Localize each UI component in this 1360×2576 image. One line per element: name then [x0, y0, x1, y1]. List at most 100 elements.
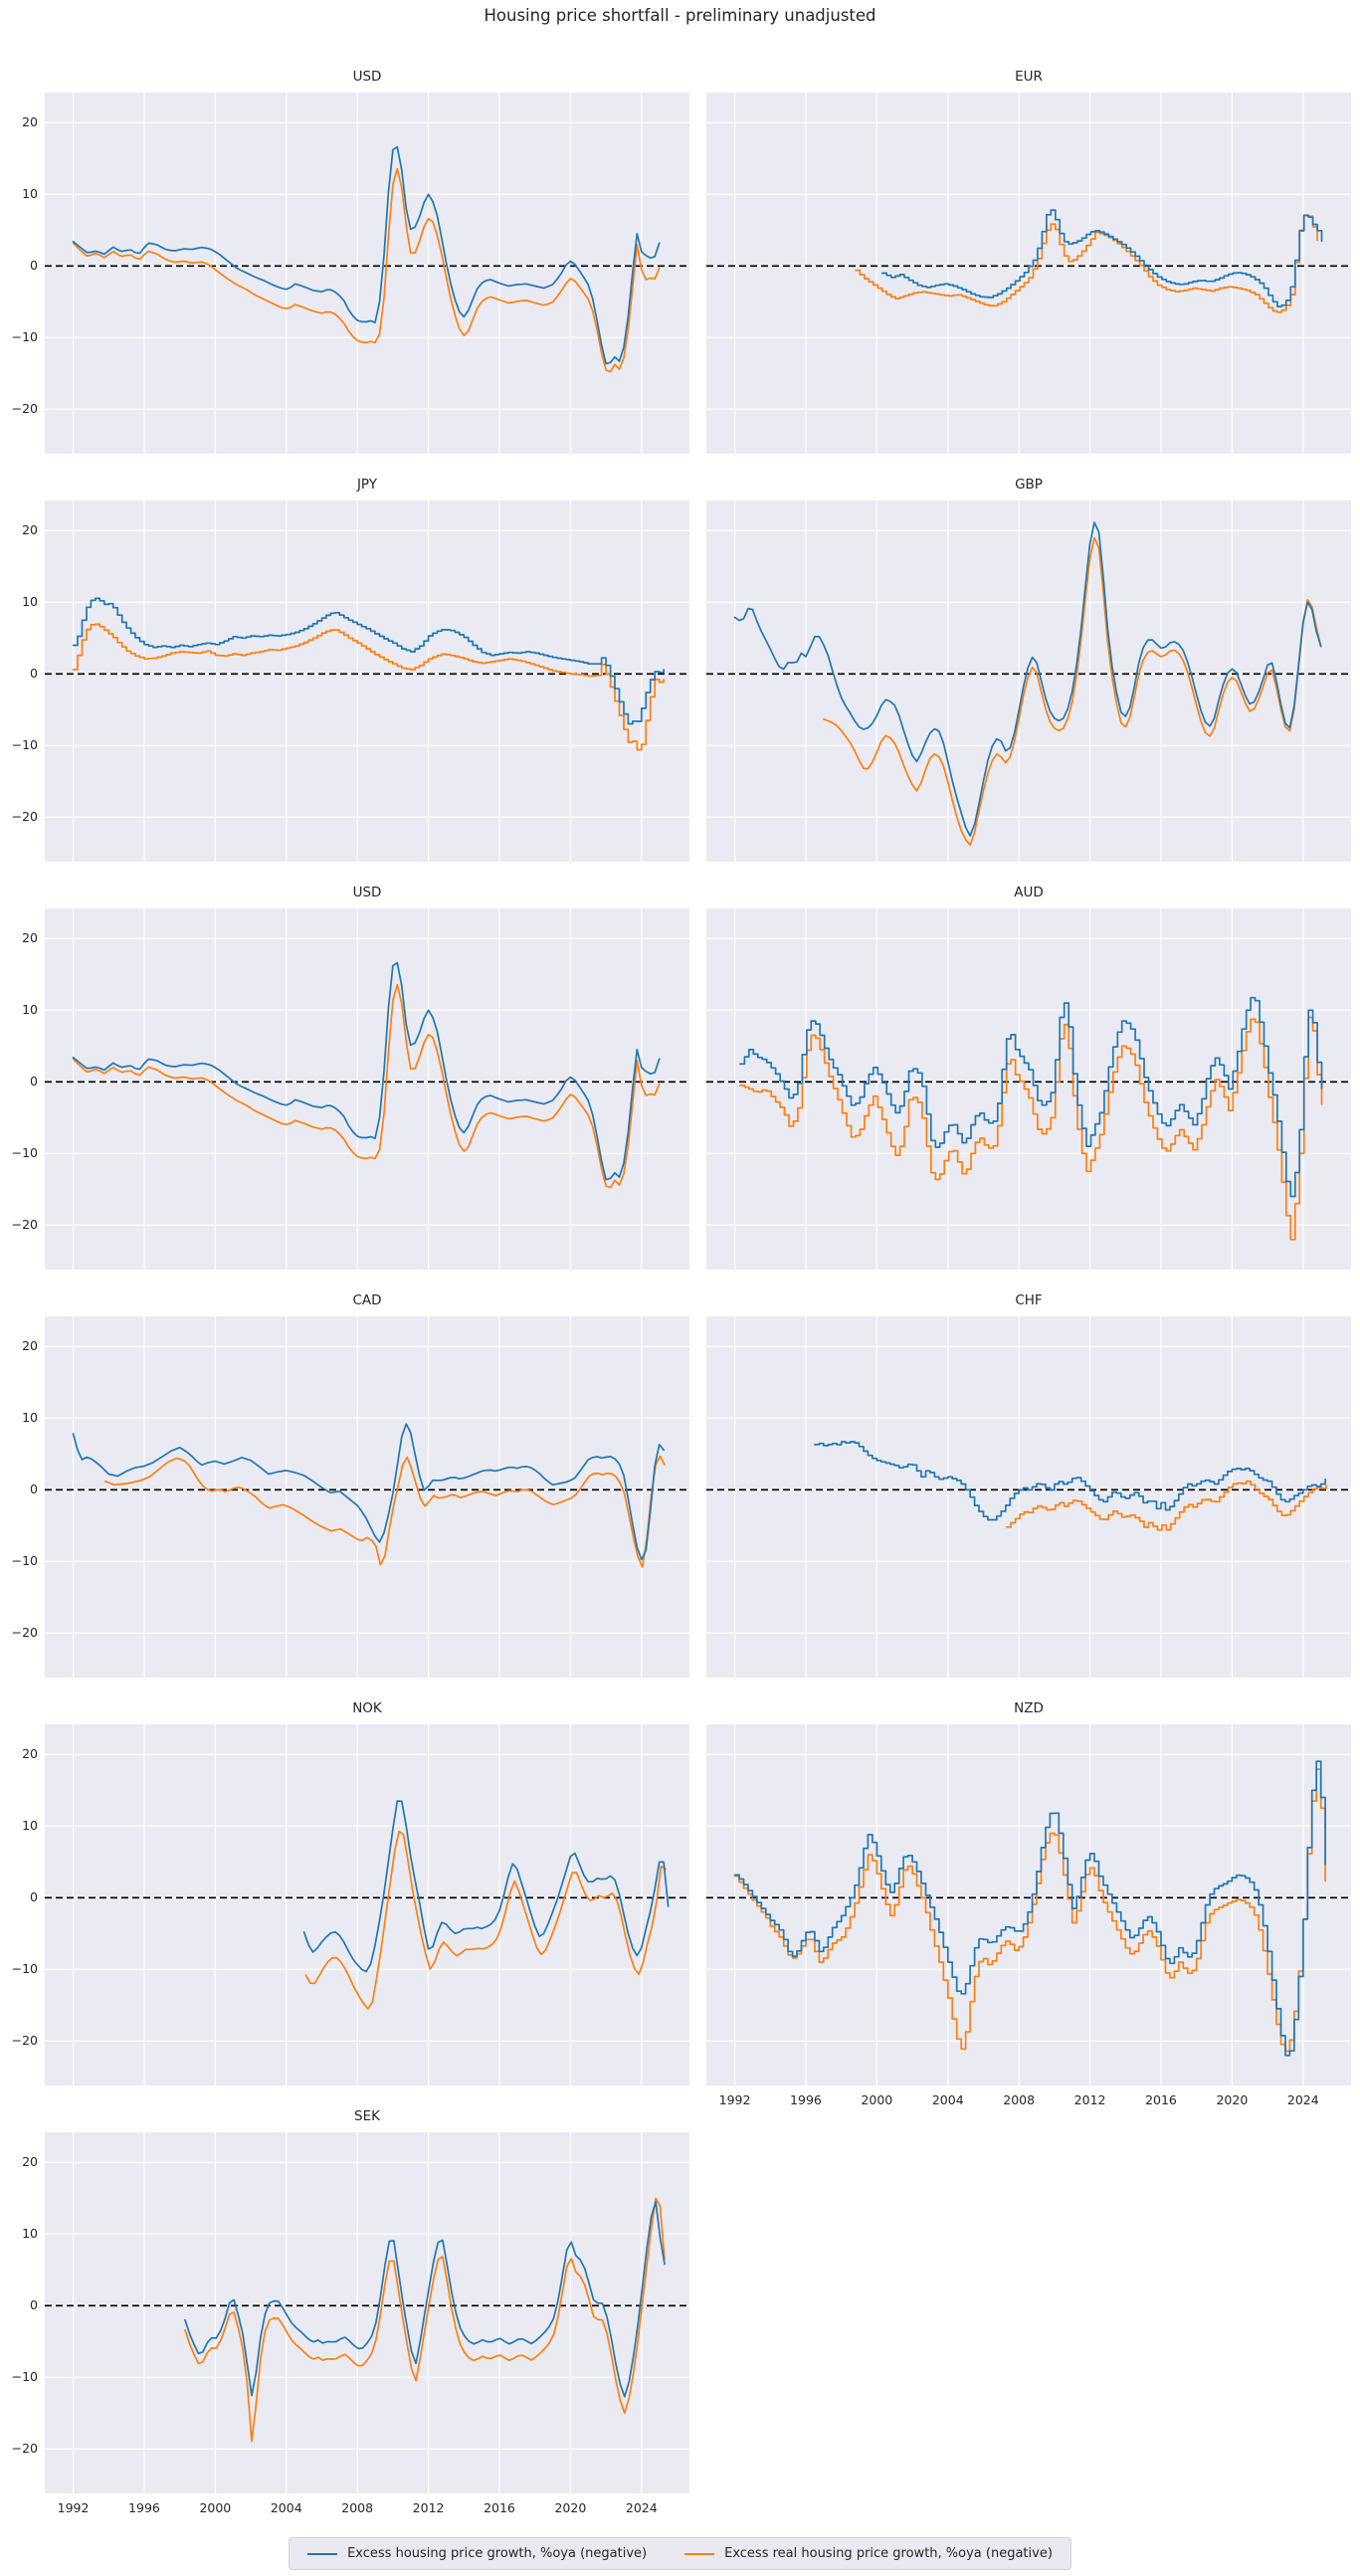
- series-blue-eur-0: [880, 209, 1323, 307]
- y-tick-label: 10: [22, 1818, 38, 1834]
- y-tick-label: −10: [11, 329, 38, 345]
- x-tick-label: 2004: [270, 2500, 302, 2515]
- y-tick-label: 0: [30, 1482, 38, 1497]
- axes-background: [706, 1316, 1351, 1678]
- panel-title-jpy-1: JPY: [356, 477, 378, 493]
- panel-title-usd-0: USD: [352, 69, 382, 85]
- y-tick-label: −20: [11, 401, 38, 417]
- axes-sek-5: [45, 2132, 689, 2493]
- axes-background: [45, 908, 689, 1270]
- panel-title-usd-2: USD: [352, 885, 382, 900]
- y-tick-label: 20: [22, 522, 38, 538]
- series-orange-cad-3: [103, 1455, 666, 1568]
- y-tick-label: 10: [22, 186, 38, 202]
- x-tick-label: 2020: [1216, 2092, 1249, 2107]
- series-orange-chf-3: [1005, 1480, 1327, 1531]
- x-tick-label: 2008: [1003, 2092, 1036, 2107]
- legend-box: Excess housing price growth, %oya (negat…: [289, 2537, 1071, 2570]
- panel-title-eur-0: EUR: [1015, 69, 1043, 85]
- y-tick-label: 0: [30, 2297, 38, 2313]
- y-tick-label: −20: [11, 2441, 38, 2457]
- axes-background: [45, 93, 689, 454]
- legend-label: Excess real housing price growth, %oya (…: [724, 2546, 1053, 2561]
- x-tick-label: 2004: [931, 2092, 964, 2107]
- series-blue-aud-2: [739, 996, 1323, 1198]
- blue-line-swatch-icon: [307, 2552, 338, 2555]
- series-orange-nzd-4: [733, 1768, 1326, 2053]
- y-tick-label: 20: [22, 2154, 38, 2170]
- y-tick-label: 20: [22, 1338, 38, 1354]
- series-orange-jpy-1: [72, 623, 665, 751]
- series-blue-chf-3: [814, 1441, 1326, 1521]
- axes-background: [706, 500, 1351, 862]
- series-orange-gbp-1: [822, 536, 1322, 847]
- y-tick-label: 0: [30, 666, 38, 682]
- axes-chf-3: [706, 1316, 1351, 1678]
- legend: Excess housing price growth, %oya (negat…: [0, 2537, 1360, 2570]
- x-tick-label: 1992: [718, 2092, 751, 2107]
- x-tick-label: 1992: [57, 2500, 90, 2515]
- x-tick-label: 2000: [861, 2092, 893, 2107]
- axes-nok-4: [45, 1724, 689, 2085]
- y-tick-label: 20: [22, 930, 38, 946]
- x-tick-label: 1996: [128, 2500, 160, 2515]
- y-tick-label: −20: [11, 1625, 38, 1641]
- y-tick-label: −20: [11, 2033, 38, 2049]
- legend-item-excess-real-growth: Excess real housing price growth, %oya (…: [684, 2546, 1053, 2561]
- y-tick-label: −10: [11, 1145, 38, 1161]
- panel-title-gbp-1: GBP: [1015, 477, 1043, 493]
- x-tick-label: 1996: [790, 2092, 822, 2107]
- series-orange-aud-2: [739, 1016, 1323, 1241]
- axes-eur-0: [706, 93, 1351, 454]
- x-tick-label: 2016: [484, 2500, 515, 2515]
- panel-title-chf-3: CHF: [1015, 1292, 1043, 1308]
- axes-background: [45, 2132, 689, 2493]
- y-tick-label: 0: [30, 1889, 38, 1905]
- axes-aud-2: [706, 908, 1351, 1270]
- x-tick-label: 2024: [1286, 2092, 1319, 2107]
- x-tick-label: 2024: [625, 2500, 658, 2515]
- series-orange-nok-4: [304, 1830, 667, 2010]
- y-tick-label: −20: [11, 809, 38, 825]
- series-blue-gbp-1: [733, 521, 1322, 837]
- series-blue-nzd-4: [733, 1760, 1326, 2057]
- y-tick-label: −20: [11, 1217, 38, 1233]
- x-tick-label: 2000: [199, 2500, 232, 2515]
- panel-title-aud-2: AUD: [1014, 885, 1044, 900]
- axes-background: [45, 1316, 689, 1678]
- x-tick-label: 2008: [341, 2500, 374, 2515]
- series-blue-sek-5: [184, 2201, 666, 2398]
- panel-title-nok-4: NOK: [352, 1700, 382, 1716]
- axes-cad-3: [45, 1316, 689, 1678]
- series-orange-sek-5: [184, 2197, 666, 2443]
- x-tick-label: 2012: [1073, 2092, 1106, 2107]
- axes-jpy-1: [45, 500, 689, 862]
- axes-usd-0: [45, 93, 689, 454]
- series-blue-cad-3: [72, 1423, 665, 1561]
- axes-usd-2: [45, 908, 689, 1270]
- y-tick-label: −10: [11, 2369, 38, 2385]
- y-tick-label: −10: [11, 737, 38, 753]
- axes-background: [706, 1724, 1351, 2085]
- y-tick-label: −10: [11, 1961, 38, 1977]
- y-tick-label: 10: [22, 2226, 38, 2242]
- y-tick-label: −10: [11, 1553, 38, 1569]
- axes-nzd-4: [706, 1724, 1351, 2085]
- y-tick-label: 10: [22, 1410, 38, 1426]
- chart-title: Housing price shortfall - preliminary un…: [484, 6, 876, 25]
- y-tick-label: 0: [30, 258, 38, 274]
- legend-item-excess-growth: Excess housing price growth, %oya (negat…: [307, 2546, 647, 2561]
- y-tick-label: 20: [22, 114, 38, 130]
- panel-title-nzd-4: NZD: [1014, 1700, 1044, 1716]
- series-blue-usd-2: [72, 961, 661, 1181]
- panel-title-cad-3: CAD: [352, 1292, 382, 1308]
- axes-background: [45, 500, 689, 862]
- axes-gbp-1: [706, 500, 1351, 862]
- y-tick-label: 10: [22, 594, 38, 610]
- series-blue-usd-0: [72, 145, 661, 365]
- axes-background: [45, 1724, 689, 2085]
- x-tick-label: 2020: [554, 2500, 587, 2515]
- y-tick-label: 10: [22, 1002, 38, 1018]
- legend-label: Excess housing price growth, %oya (negat…: [347, 2546, 648, 2561]
